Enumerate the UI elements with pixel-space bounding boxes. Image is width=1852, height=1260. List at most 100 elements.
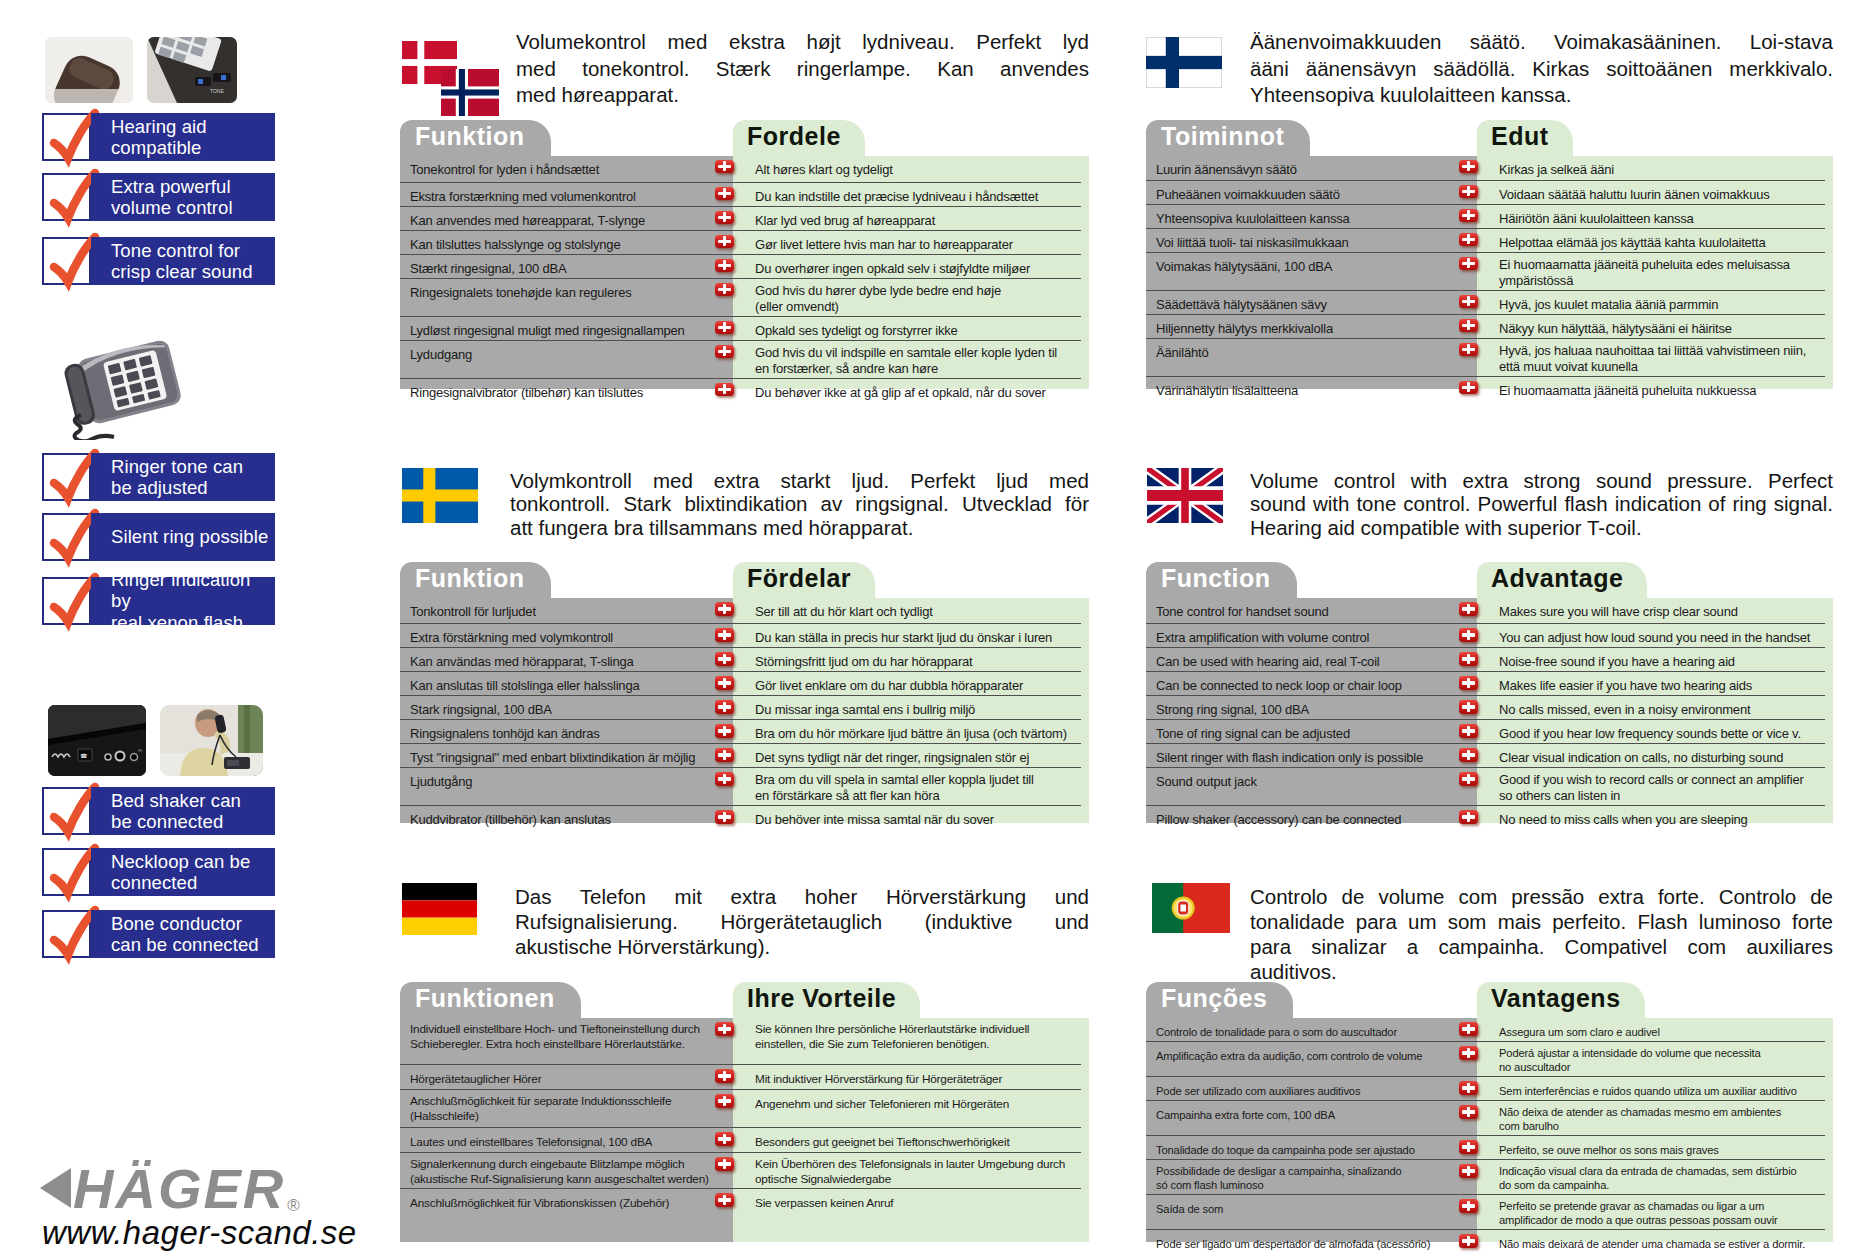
function-cell: Silent ringer with flash indication only… [1146,744,1477,768]
function-cell: Ljudutgång [400,768,733,806]
intro-line: Äänenvoimakkuuden säätö. Voimakasääninen… [1250,30,1833,57]
function-cell: Tonalidade do toque da campainha pode se… [1146,1136,1477,1160]
table-row: Campainha extra forte com, 100 dBANão de… [1146,1101,1833,1136]
function-cell: Possibilidade de desligar a campainha, s… [1146,1160,1477,1195]
function-cell: Tyst "ringsignal" med enbart blixtindika… [400,744,733,768]
table-row: Hörgerätetauglicher HörerMit induktiver … [400,1065,1089,1090]
advantage-cell: Besonders gut geeignet bei Tieftonschwer… [733,1128,1089,1153]
plus-icon [715,211,734,225]
advantage-cell: God hvis du vil indspille en samtale ell… [733,341,1089,379]
advantage-cell: Good if you hear low frequency sounds be… [1477,720,1833,744]
advantage-cell: Näkyy kun hälyttää, hälytysääni ei häiri… [1477,315,1833,339]
advantage-cell: No calls missed, even in a noisy environ… [1477,696,1833,720]
plus-icon [715,676,734,690]
plus-icon [715,283,734,297]
function-cell: Anschlußmöglichkeit für Vibrationskissen… [400,1189,733,1214]
function-cell: Tonekontrol for lyden i håndsættet [400,156,733,183]
plus-icon [715,187,734,201]
checkmark-icon [42,787,91,835]
plus-icon [715,235,734,249]
function-cell: Ringesignalvibrator (tilbehør) kan tilsl… [400,379,733,403]
advantage-cell: Ei huomaamatta jääneitä puheluita nukkue… [1477,377,1833,401]
advantage-cell: Perfeito se pretende gravar as chamadas … [1477,1195,1833,1230]
function-cell: Saída de som [1146,1195,1477,1230]
function-cell: Tonkontroll för lurljudet [400,598,733,624]
advantage-cell: Störningsfritt ljud om du har hörapparat [733,648,1089,672]
checkmark-icon [42,848,91,896]
photo-phone-tone-controls: TONE [147,37,237,103]
function-cell: Amplificação extra da audição, com contr… [1146,1042,1477,1077]
advantage-cell: Du kan indstille det præcise lydniveau i… [733,183,1089,207]
plus-icon [1459,810,1478,824]
table-row: Ekstra forstærkning med volumenkontrolDu… [400,183,1089,207]
function-cell: Extra förstärkning med volymkontroll [400,624,733,648]
advantages-header-tab: Ihre Vorteile [733,982,920,1018]
checkmark-icon [42,513,91,561]
plus-icon [715,1094,734,1108]
table-row: ÄänilähtöHyvä, jos haluaa nauhoittaa tai… [1146,339,1833,377]
plus-icon [1459,1046,1478,1060]
plus-icon [1459,1022,1478,1036]
table-row: Kuddvibrator (tillbehör) kan anslutasDu … [400,806,1089,832]
function-cell: Campainha extra forte com, 100 dBA [1146,1101,1477,1136]
advantage-cell: Noise-free sound if you have a hearing a… [1477,648,1833,672]
function-cell: Tone of ring signal can be adjusted [1146,720,1477,744]
feature-table: Individuell einstellbare Hoch- und Tieft… [400,1018,1089,1242]
advantage-cell: Opkald ses tydeligt og forstyrrer ikke [733,317,1089,341]
feature-table: Tone control for handset soundMakes sure… [1146,598,1833,823]
table-row: Extra amplification with volume controlY… [1146,624,1833,648]
intro-line: tonalidade para um som mais perfeito. Fl… [1250,910,1833,935]
function-cell: Can be connected to neck loop or chair l… [1146,672,1477,696]
feature-label: Ringer indication by real xenon flash [91,569,275,634]
table-row: Tone control for handset soundMakes sure… [1146,598,1833,624]
table-row: Silent ringer with flash indication only… [1146,744,1833,768]
intro-line: Das Telefon mit extra hoher Hörverstärku… [515,885,1089,910]
intro-line: med høreapparat. [516,83,1089,110]
feature-item: Hearing aid compatible [42,113,275,161]
advantage-cell: Hyvä, jos haluaa nauhoittaa tai liittää … [1477,339,1833,377]
table-row: Kan anslutas till stolslinga eller halss… [400,672,1089,696]
checkmark-icon [42,910,91,958]
table-row: Anschlußmöglichkeit für separate Indukti… [400,1090,1089,1128]
photo-handset-closeup [45,37,133,103]
feature-item: Tone control for crisp clear sound [42,237,275,285]
advantage-cell: Assegura um som claro e audivel [1477,1018,1833,1042]
intro-line: Volymkontroll med extra starkt ljud. Per… [510,469,1089,492]
advantage-cell: Gør livet lettere hvis man har to høreap… [733,231,1089,255]
function-cell: Anschlußmöglichkeit für separate Indukti… [400,1090,733,1128]
intro-line: Controlo de volume com pressão extra for… [1250,885,1833,910]
svg-text:9V: 9V [138,749,143,753]
functions-header-tab: Toiminnot [1146,120,1310,156]
intro-line: sound with tone control. Powerful flash … [1250,492,1833,515]
advantage-cell: Indicação visual clara da entrada de cha… [1477,1160,1833,1195]
table-row: Pillow shaker (accessory) can be connect… [1146,806,1833,832]
plus-icon [715,160,734,174]
advantage-cell: Good if you wish to record calls or conn… [1477,768,1833,806]
function-cell: Yhteensopiva kuulolaitteen kanssa [1146,205,1477,229]
function-cell: Can be used with hearing aid, real T-coi… [1146,648,1477,672]
advantage-cell: Du kan ställa in precis hur starkt ljud … [733,624,1089,648]
advantage-cell: Du overhører ingen opkald selv i støjfyl… [733,255,1089,279]
advantage-cell: Angenehm und sicher Telefonieren mit Hör… [733,1090,1089,1128]
table-row: LydudgangGod hvis du vil indspille en sa… [400,341,1089,379]
flag-finland [1146,37,1222,88]
plus-icon [715,1157,734,1171]
feature-table: Luurin äänensävyn säätöKirkas ja selkeä … [1146,156,1833,390]
plus-icon [1459,748,1478,762]
feature-label: Neckloop can be connected [91,851,250,894]
function-cell: Stærkt ringesignal, 100 dBA [400,255,733,279]
plus-icon [1459,295,1478,309]
table-row: Tonalidade do toque da campainha pode se… [1146,1136,1833,1160]
function-cell: Luurin äänensävyn säätö [1146,156,1477,181]
advantage-cell: Sie können Ihre persönliche Hörerlautstä… [733,1018,1089,1065]
advantages-header-tab: Fordele [733,120,865,156]
plus-icon [715,724,734,738]
table-row: Extra förstärkning med volymkontrollDu k… [400,624,1089,648]
function-cell: Äänilähtö [1146,339,1477,377]
function-cell: Säädettävä hälytysäänen sävy [1146,291,1477,315]
table-row: Can be connected to neck loop or chair l… [1146,672,1833,696]
table-row: Possibilidade de desligar a campainha, s… [1146,1160,1833,1195]
advantage-cell: You can adjust how loud sound you need i… [1477,624,1833,648]
table-row: Tyst "ringsignal" med enbart blixtindika… [400,744,1089,768]
functions-header-tab: Funções [1146,982,1293,1018]
